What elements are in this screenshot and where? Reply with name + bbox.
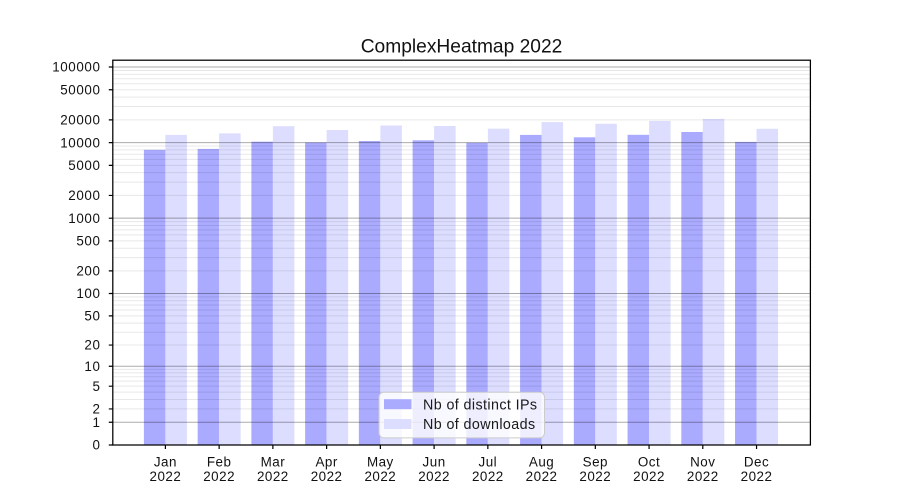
svg-text:2022: 2022 bbox=[687, 469, 719, 484]
svg-text:Feb: Feb bbox=[207, 454, 232, 469]
svg-text:500: 500 bbox=[76, 234, 100, 249]
svg-text:Jan: Jan bbox=[154, 454, 177, 469]
svg-text:Nov: Nov bbox=[690, 454, 715, 469]
svg-text:50000: 50000 bbox=[60, 82, 100, 97]
svg-text:ComplexHeatmap 2022: ComplexHeatmap 2022 bbox=[361, 37, 563, 58]
svg-text:1: 1 bbox=[92, 415, 100, 430]
svg-text:2022: 2022 bbox=[311, 469, 343, 484]
svg-text:2022: 2022 bbox=[741, 469, 773, 484]
svg-text:2022: 2022 bbox=[203, 469, 235, 484]
svg-text:10000: 10000 bbox=[60, 135, 100, 150]
svg-text:Aug: Aug bbox=[529, 454, 554, 469]
svg-text:Dec: Dec bbox=[744, 454, 769, 469]
svg-text:Jun: Jun bbox=[423, 454, 446, 469]
svg-text:2022: 2022 bbox=[418, 469, 450, 484]
svg-text:20000: 20000 bbox=[60, 113, 100, 128]
svg-text:5: 5 bbox=[92, 379, 100, 394]
svg-text:2022: 2022 bbox=[579, 469, 611, 484]
svg-text:100: 100 bbox=[76, 286, 100, 301]
svg-text:2022: 2022 bbox=[257, 469, 289, 484]
svg-text:2: 2 bbox=[92, 402, 100, 417]
svg-text:May: May bbox=[367, 454, 394, 469]
svg-text:2022: 2022 bbox=[472, 469, 504, 484]
svg-text:2022: 2022 bbox=[526, 469, 558, 484]
svg-text:Sep: Sep bbox=[583, 454, 608, 469]
svg-text:2022: 2022 bbox=[364, 469, 396, 484]
svg-text:2022: 2022 bbox=[633, 469, 665, 484]
svg-text:2022: 2022 bbox=[150, 469, 182, 484]
svg-text:10: 10 bbox=[84, 359, 100, 374]
svg-text:50: 50 bbox=[84, 309, 100, 324]
svg-text:200: 200 bbox=[76, 264, 100, 279]
svg-text:20: 20 bbox=[84, 338, 100, 353]
svg-text:2000: 2000 bbox=[68, 188, 100, 203]
svg-text:0: 0 bbox=[92, 438, 100, 453]
svg-text:Jul: Jul bbox=[479, 454, 498, 469]
svg-text:Apr: Apr bbox=[315, 454, 337, 469]
svg-text:Mar: Mar bbox=[261, 454, 286, 469]
svg-text:1000: 1000 bbox=[68, 211, 100, 226]
svg-text:Nb of distinct IPs: Nb of distinct IPs bbox=[423, 397, 537, 413]
svg-text:5000: 5000 bbox=[68, 158, 100, 173]
svg-text:Oct: Oct bbox=[638, 454, 660, 469]
svg-text:Nb of downloads: Nb of downloads bbox=[423, 417, 536, 433]
svg-text:100000: 100000 bbox=[52, 60, 100, 75]
